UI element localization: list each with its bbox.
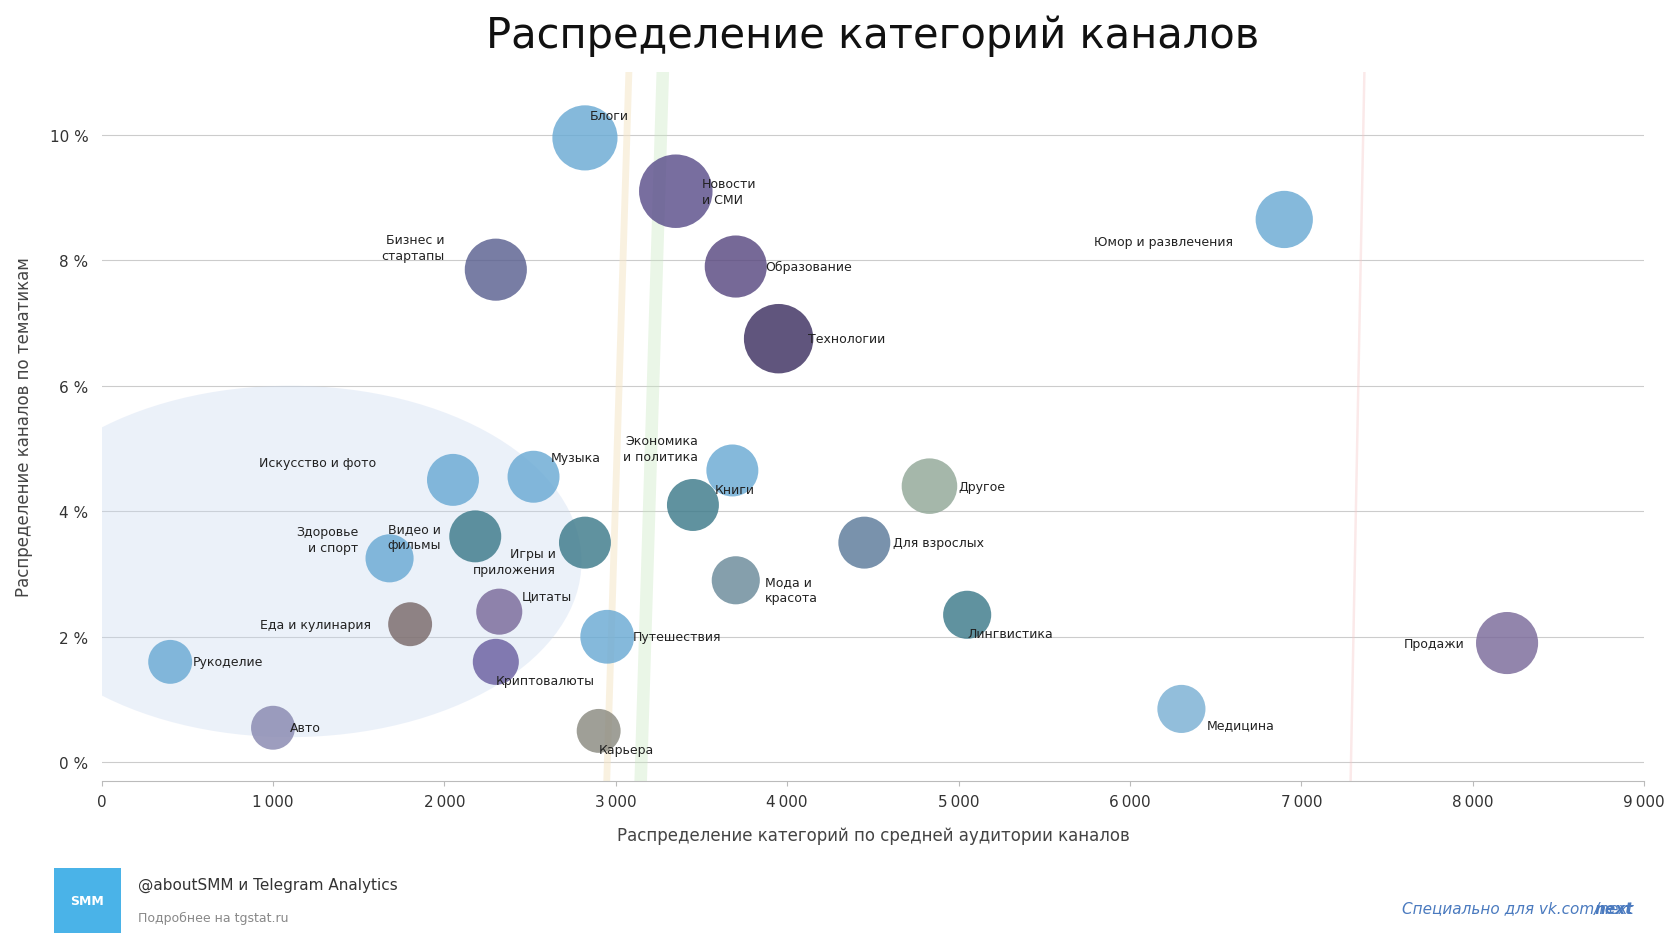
Text: SMM: SMM [71,894,104,907]
Point [440,473,467,488]
Text: Блоги: Блоги [590,110,628,124]
Point [1270,212,1297,228]
Point [722,573,749,588]
Text: next: next [1594,901,1633,916]
Text: Юмор и развлечения: Юмор и развлечения [1094,236,1233,248]
Text: Музыка: Музыка [551,452,601,465]
Text: Здоровье
и спорт: Здоровье и спорт [296,526,360,554]
FancyBboxPatch shape [47,862,128,939]
Ellipse shape [0,386,581,737]
Text: Для взрослых: Для взрослых [894,536,984,549]
Point [722,260,749,275]
Point [482,262,509,278]
Text: Авто: Авто [291,721,321,734]
Text: Рукоделие: Рукоделие [193,656,262,668]
Text: Бизнес и
стартапы: Бизнес и стартапы [381,234,445,263]
Text: Карьера: Карьера [598,744,654,756]
Text: Книги: Книги [716,483,756,497]
Point [376,551,403,566]
Point [1168,701,1194,716]
Title: Распределение категорий каналов: Распределение категорий каналов [486,15,1260,57]
Ellipse shape [1063,0,1641,944]
Point [764,331,791,346]
Point [156,654,183,669]
Text: Технологии: Технологии [808,333,885,346]
Point [916,480,942,495]
Point [954,608,981,623]
Ellipse shape [462,0,786,944]
Text: Криптовалюты: Криптовалюты [496,674,595,687]
Point [850,535,877,550]
Point [486,604,512,619]
Text: Специально для vk.com/next: Специально для vk.com/next [1401,901,1633,916]
Text: Мода и
красота: Мода и красота [764,576,818,604]
Point [585,723,612,738]
Text: Цитаты: Цитаты [521,590,571,603]
Text: Продажи: Продажи [1403,637,1465,649]
Y-axis label: Распределение каналов по тематикам: Распределение каналов по тематикам [15,258,34,597]
Point [1494,636,1520,651]
Text: Другое: Другое [959,480,1006,493]
Text: Новости
и СМИ: Новости и СМИ [702,177,756,207]
Point [462,530,489,545]
Text: Образование: Образование [764,261,852,274]
Text: Игры и
приложения: Игры и приложения [474,548,556,577]
Text: Подробнее на tgstat.ru: Подробнее на tgstat.ru [138,911,289,924]
Text: Медицина: Медицина [1208,718,1275,732]
Point [260,720,287,735]
Point [719,464,746,479]
Point [482,654,509,669]
Point [521,470,548,485]
Text: Еда и кулинария: Еда и кулинария [260,618,371,631]
Point [593,630,620,645]
Text: Экономика
и политика: Экономика и политика [623,434,699,464]
Point [679,497,706,513]
Point [396,617,423,632]
Ellipse shape [309,0,991,944]
Text: Путешествия: Путешествия [633,631,721,644]
Text: Искусство и фото: Искусство и фото [259,456,376,469]
Text: Видео и
фильмы: Видео и фильмы [388,522,440,551]
Text: @aboutSMM и Telegram Analytics: @aboutSMM и Telegram Analytics [138,877,398,892]
Point [571,131,598,146]
Text: Лингвистика: Лингвистика [968,628,1053,640]
X-axis label: Распределение категорий по средней аудитории каналов: Распределение категорий по средней аудит… [617,826,1129,844]
Point [571,535,598,550]
Point [662,184,689,199]
